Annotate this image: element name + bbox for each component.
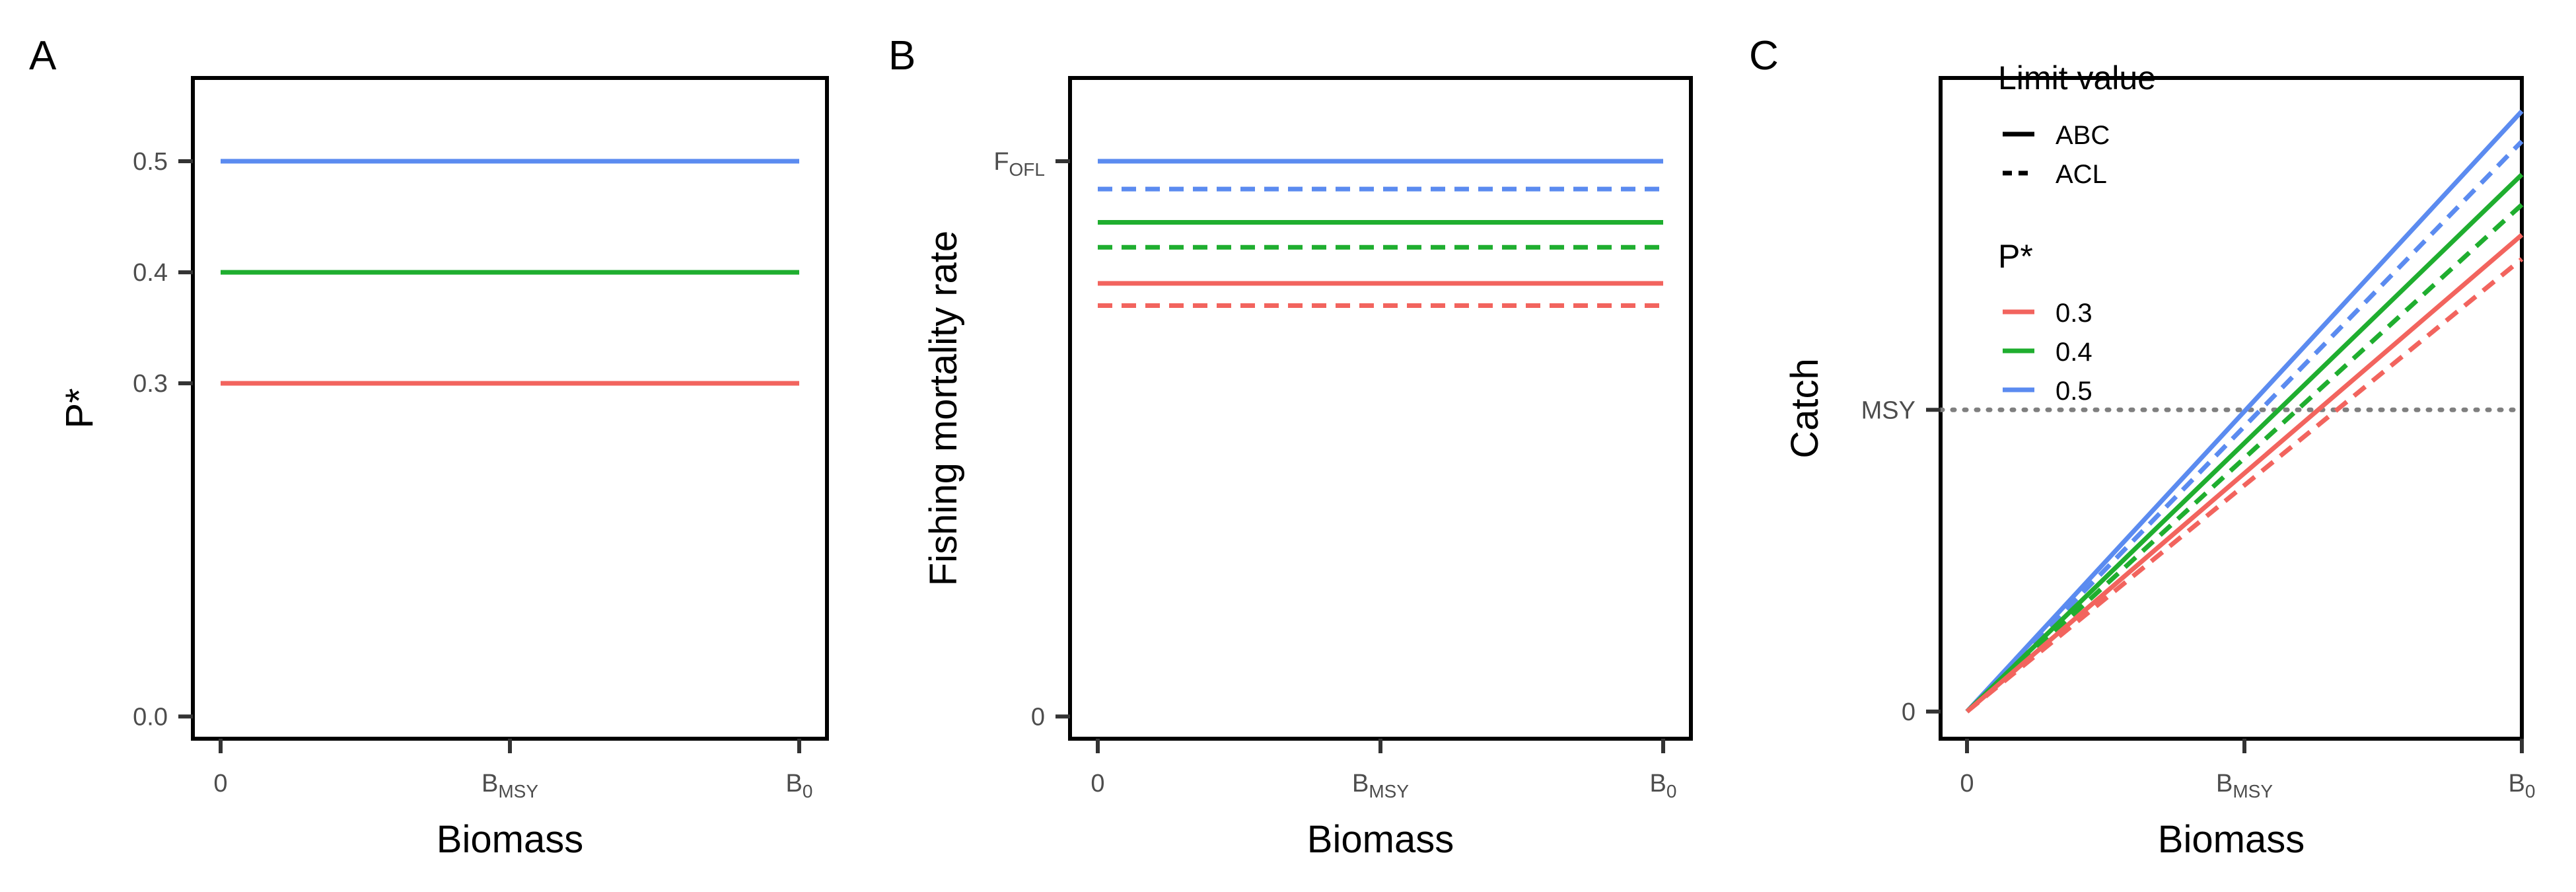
legend-p03-label: 0.3 xyxy=(2056,299,2093,328)
panel-b-ylabel: Fishing mortality rate xyxy=(922,231,965,586)
panel-c-xlabel: Biomass xyxy=(2158,818,2305,861)
panel-c-ylabel: Catch xyxy=(1783,358,1826,459)
panel-c-xtick-label-1: BMSY xyxy=(2216,770,2273,801)
legend-pstar-title: P* xyxy=(1998,238,2033,275)
legend-p05-label: 0.5 xyxy=(2056,377,2093,406)
panel-c: C 0 BMSY B0 0 MSY Biomass Catch Limit value … xyxy=(1749,33,2535,861)
panel-a-xtick-label-0: 0 xyxy=(213,770,227,798)
panel-a-xtick-label-1: BMSY xyxy=(482,770,538,801)
panel-c-series-04-abc xyxy=(1965,172,2524,714)
panel-a-ytick-label-3: 0.5 xyxy=(133,148,168,176)
panel-a: A 0 BMSY B0 0.0 0.3 0.4 0.5 Biomass P* xyxy=(29,33,829,861)
panel-a-ytick-label-2: 0.4 xyxy=(133,259,168,287)
panel-b-frame xyxy=(1068,76,1693,741)
panel-a-frame xyxy=(191,76,829,741)
panel-a-xlabel: Biomass xyxy=(437,818,583,861)
panel-a-ytick-label-1: 0.3 xyxy=(133,370,168,398)
panel-a-ytick-label-0: 0.0 xyxy=(133,703,168,731)
panel-b-ytick-label-1: FOFL xyxy=(993,148,1045,180)
panel-c-xtick-label-2: B0 xyxy=(2509,770,2536,801)
panel-a-plot: 0 BMSY B0 0.0 0.3 0.4 0.5 xyxy=(133,148,812,801)
legend-abc-label: ABC xyxy=(2056,121,2110,150)
panel-c-ytick-label-1: MSY xyxy=(1861,396,1915,424)
panel-c-series-05-acl xyxy=(1965,139,2524,714)
panel-c-frame xyxy=(1939,76,2524,741)
panel-c-xtick-label-0: 0 xyxy=(1960,770,1974,798)
panel-b-xtick-label-0: 0 xyxy=(1091,770,1104,798)
panel-b-xlabel: Biomass xyxy=(1307,818,1454,861)
legend-acl-label: ACL xyxy=(2056,160,2107,189)
panel-a-tag: A xyxy=(29,33,57,79)
panel-c-series-03-acl xyxy=(1965,257,2524,714)
legend-p04-label: 0.4 xyxy=(2056,338,2093,367)
panel-b-ytick-label-0: 0 xyxy=(1031,703,1045,731)
panel-b-plot: 0 BMSY B0 0 FOFL xyxy=(993,148,1676,801)
panel-a-ylabel: P* xyxy=(58,388,101,428)
panel-c-plot: 0 BMSY B0 0 MSY xyxy=(1861,109,2536,801)
panel-b-tag: B xyxy=(888,33,915,79)
panel-b: B 0 BMSY B0 0 FOFL Biomass Fishing mortality… xyxy=(888,33,1693,861)
panel-b-xtick-label-1: BMSY xyxy=(1352,770,1409,801)
panel-c-series-03-abc xyxy=(1965,233,2524,714)
panel-b-xtick-label-2: B0 xyxy=(1650,770,1677,801)
panel-a-xtick-label-2: B0 xyxy=(786,770,813,801)
legend-limit-title: Limit value xyxy=(1998,59,2156,96)
panel-c-series-05-abc xyxy=(1965,109,2524,714)
panel-c-series-04-acl xyxy=(1965,203,2524,714)
legend: Limit value ABC ACL P* 0.3 0.4 0.5 xyxy=(1998,59,2156,406)
panel-c-ytick-label-0: 0 xyxy=(1902,698,1915,726)
panel-c-tag: C xyxy=(1749,33,1779,79)
